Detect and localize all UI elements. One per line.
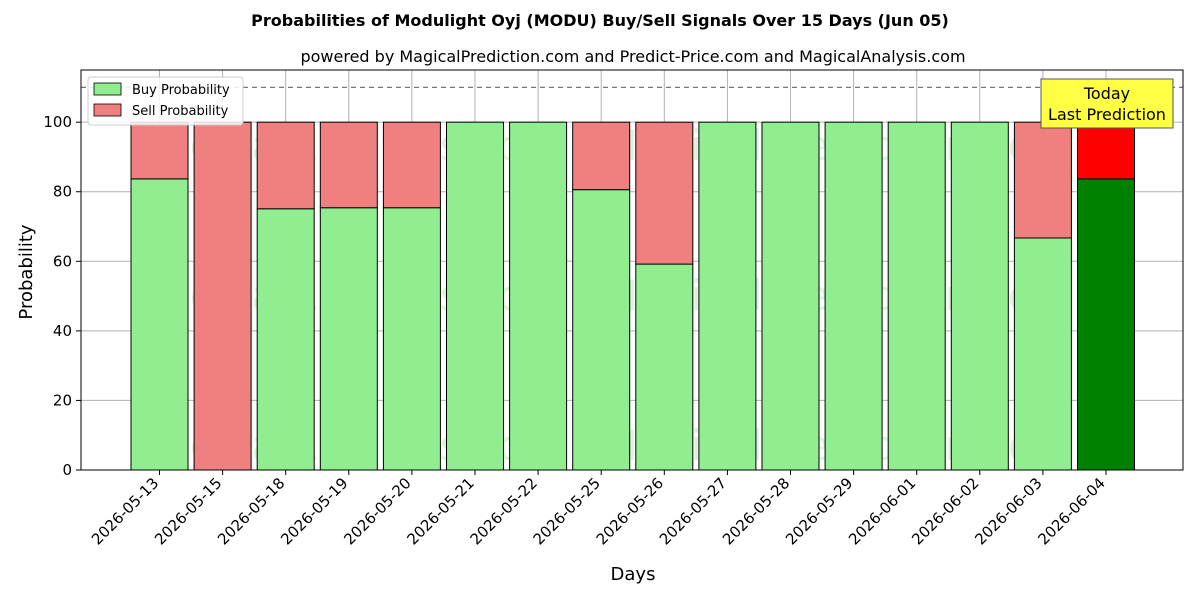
bar-buy [761,121,820,471]
x-tick-label: 2026-05-26 [593,474,667,548]
y-tick-label: 20 [53,391,72,409]
today-annotation-line2: Last Prediction [1048,105,1166,124]
legend-swatch-sell [93,103,122,117]
x-tick-label: 2026-06-01 [845,474,919,548]
today-annotation-box [1040,78,1174,129]
x-tick-label: 2026-05-22 [467,474,541,548]
bar-sell [130,121,189,180]
x-tick-label: 2026-05-28 [719,474,793,548]
x-tick-label: 2026-06-04 [1034,474,1108,548]
bar-buy [130,178,189,471]
bar-buy [698,121,757,471]
bar-buy [635,263,694,471]
y-axis-ticks: 0 20 40 60 80 100 [43,113,81,479]
bar-sell [382,121,441,209]
bar-buy [572,189,631,471]
legend-swatch-buy [93,82,122,96]
x-tick-label: 2026-05-15 [151,474,225,548]
bar-buy [950,121,1009,471]
x-tick-label: 2026-05-21 [403,474,477,548]
legend-box [87,76,244,126]
bar-buy [256,208,315,471]
x-tick-label: 2026-06-03 [971,474,1045,548]
bar-buy [382,207,441,471]
x-axis-ticks: 2026-05-132026-05-152026-05-182026-05-19… [88,470,1109,548]
bar-sell [193,121,252,471]
bar-buy [319,207,378,471]
bar-sell [1013,121,1072,239]
x-tick-label: 2026-05-20 [340,474,414,548]
plot-frame [80,69,1184,471]
bar-sell [319,121,378,209]
x-tick-label: 2026-06-02 [908,474,982,548]
y-tick-label: 0 [62,461,72,479]
bar-sell [1077,121,1135,180]
x-tick-label: 2026-05-27 [656,474,730,548]
bar-buy [1013,237,1072,471]
bars [130,121,1135,471]
y-tick-label: 100 [43,113,72,131]
x-tick-label: 2026-05-29 [782,474,856,548]
y-axis-label: Probability [16,224,37,319]
y-tick-label: 60 [53,252,72,270]
bar-sell [635,121,694,265]
x-tick-label: 2026-05-19 [277,474,351,548]
bar-sell [256,121,315,210]
legend-label-buy: Buy Probability [132,83,230,98]
chart-title: Probabilities of Modulight Oyj (MODU) Bu… [251,11,949,30]
x-tick-label: 2026-05-25 [530,474,604,548]
bar-sell [572,121,631,191]
x-tick-label: 2026-05-18 [214,474,288,548]
today-annotation-line1: Today [1083,84,1130,103]
bar-buy [887,121,946,471]
y-tick-label: 40 [53,322,72,340]
bar-buy [509,121,568,471]
chart-subtitle: powered by MagicalPrediction.com and Pre… [300,47,965,66]
legend: Buy Probability Sell Probability [87,76,244,126]
y-tick-label: 80 [53,183,72,201]
bar-buy [1077,178,1135,471]
legend-label-sell: Sell Probability [132,104,229,119]
x-axis-label: Days [611,564,656,585]
bar-buy [446,121,504,471]
x-tick-label: 2026-05-13 [88,474,162,548]
bar-buy [824,121,883,471]
today-annotation: Today Last Prediction [1040,78,1174,129]
